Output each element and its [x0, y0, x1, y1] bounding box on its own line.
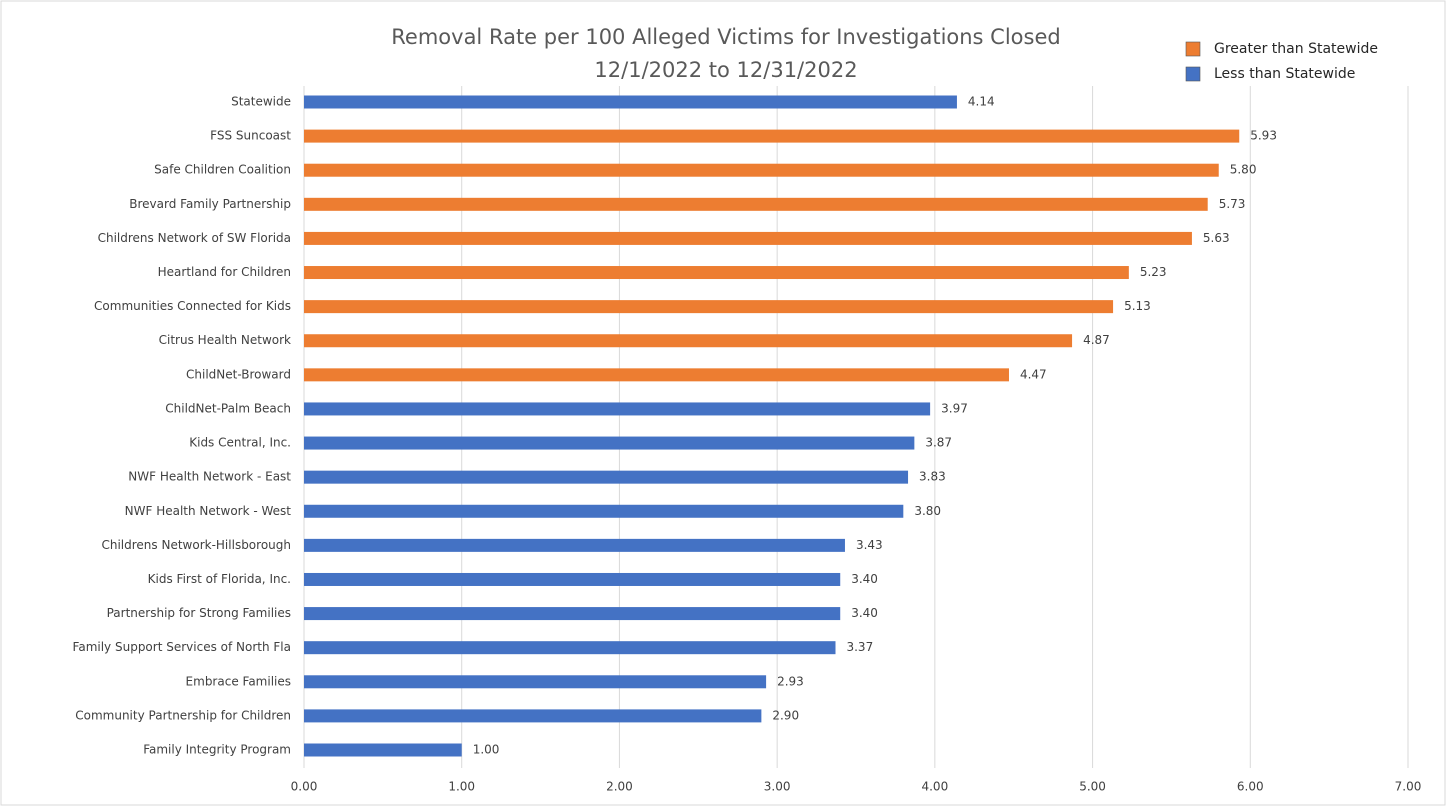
data-label: 3.87 — [925, 436, 952, 450]
data-label: 4.47 — [1020, 367, 1047, 381]
y-tick-label: Childrens Network of SW Florida — [98, 231, 291, 245]
data-label: 1.00 — [473, 743, 500, 757]
y-tick-label: NWF Health Network - West — [125, 504, 292, 518]
data-label: 5.13 — [1124, 299, 1151, 313]
data-label: 2.93 — [777, 674, 804, 688]
bar — [304, 300, 1114, 314]
bar — [304, 436, 915, 450]
bar — [304, 163, 1219, 177]
y-tick-label: Brevard Family Partnership — [129, 197, 291, 211]
y-tick-label: Citrus Health Network — [159, 333, 291, 347]
bar — [304, 368, 1009, 382]
x-tick-label: 0.00 — [291, 780, 318, 794]
x-tick-label: 1.00 — [448, 780, 475, 794]
y-tick-label: Kids Central, Inc. — [189, 436, 291, 450]
x-tick-label: 3.00 — [764, 780, 791, 794]
bar — [304, 572, 841, 586]
data-label: 3.40 — [851, 606, 878, 620]
x-tick-label: 4.00 — [921, 780, 948, 794]
data-label: 3.37 — [846, 640, 873, 654]
bar — [304, 129, 1240, 143]
chart-title: 12/1/2022 to 12/31/2022 — [594, 58, 857, 82]
data-label: 3.40 — [851, 572, 878, 586]
bar — [304, 538, 845, 552]
y-tick-label: Kids First of Florida, Inc. — [148, 572, 291, 586]
chart-title: Removal Rate per 100 Alleged Victims for… — [391, 25, 1060, 49]
data-label: 5.23 — [1140, 265, 1167, 279]
y-tick-label: Childrens Network-Hillsborough — [101, 538, 291, 552]
x-tick-label: 7.00 — [1395, 780, 1422, 794]
y-tick-label: NWF Health Network - East — [128, 470, 291, 484]
y-tick-label: Safe Children Coalition — [154, 163, 291, 177]
x-tick-label: 2.00 — [606, 780, 633, 794]
data-label: 3.43 — [856, 538, 883, 552]
y-tick-label: Family Integrity Program — [143, 743, 291, 757]
bar — [304, 402, 931, 416]
data-label: 3.97 — [941, 401, 968, 415]
bar — [304, 266, 1129, 280]
bar — [304, 709, 762, 723]
y-tick-label: ChildNet-Broward — [186, 367, 291, 381]
data-label: 5.63 — [1203, 231, 1230, 245]
data-label: 2.90 — [772, 708, 799, 722]
y-tick-label: Partnership for Strong Families — [107, 606, 291, 620]
y-tick-label: FSS Suncoast — [210, 129, 291, 143]
data-label: 5.73 — [1219, 197, 1246, 211]
data-label: 3.83 — [919, 470, 946, 484]
bar — [304, 607, 841, 621]
bar — [304, 197, 1208, 211]
legend-swatch — [1185, 41, 1201, 57]
y-tick-label: Family Support Services of North Fla — [73, 640, 291, 654]
bar — [304, 95, 957, 109]
data-label: 5.80 — [1230, 163, 1257, 177]
bar — [304, 231, 1192, 245]
y-tick-label: Community Partnership for Children — [75, 708, 291, 722]
bar — [304, 641, 836, 655]
data-label: 5.93 — [1250, 129, 1277, 143]
legend-swatch — [1185, 66, 1201, 82]
bar — [304, 334, 1073, 348]
y-tick-label: Statewide — [231, 95, 291, 109]
data-label: 3.80 — [914, 504, 941, 518]
y-tick-label: Embrace Families — [186, 674, 291, 688]
legend-text: Greater than Statewide — [1214, 41, 1378, 57]
bar — [304, 675, 767, 689]
bar — [304, 743, 462, 757]
y-tick-label: ChildNet-Palm Beach — [165, 401, 291, 415]
data-label: 4.14 — [968, 95, 995, 109]
bar — [304, 470, 909, 484]
x-tick-label: 6.00 — [1237, 780, 1264, 794]
y-tick-label: Heartland for Children — [158, 265, 291, 279]
bar — [304, 504, 904, 518]
y-tick-label: Communities Connected for Kids — [94, 299, 291, 313]
data-label: 4.87 — [1083, 333, 1110, 347]
x-tick-label: 5.00 — [1079, 780, 1106, 794]
legend-text: Less than Statewide — [1214, 66, 1355, 82]
